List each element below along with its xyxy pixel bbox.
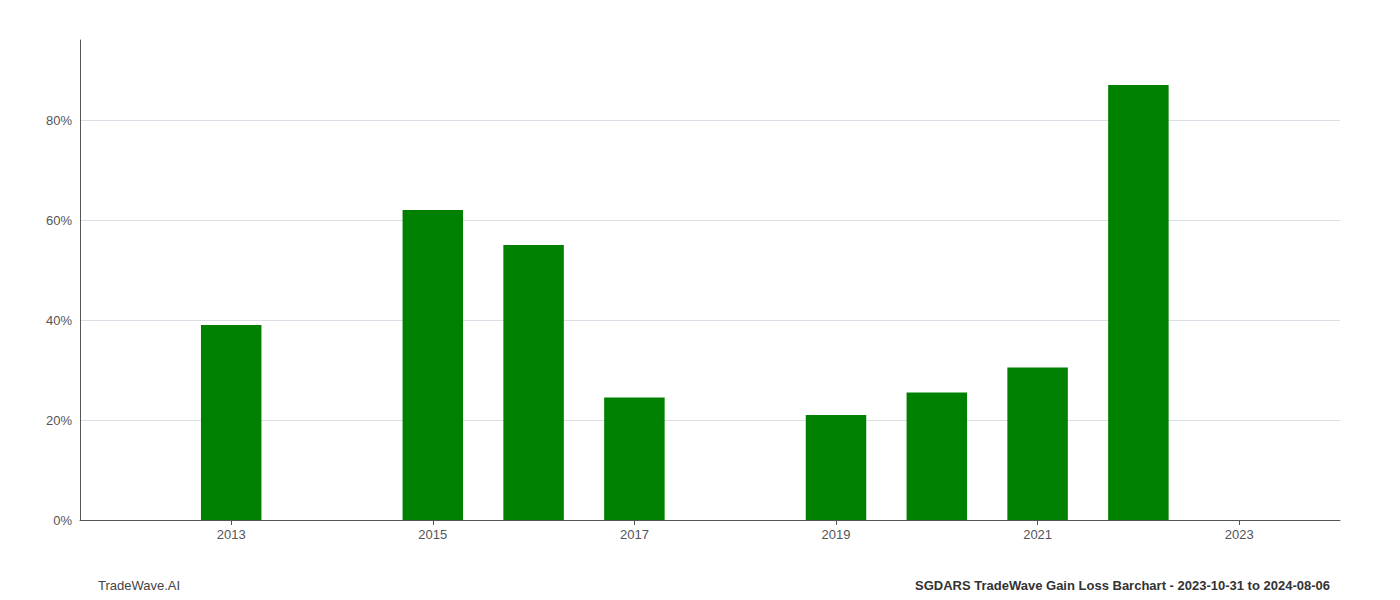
svg-text:SGDARS TradeWave Gain Loss Bar: SGDARS TradeWave Gain Loss Barchart - 20… bbox=[915, 578, 1330, 593]
svg-text:60%: 60% bbox=[46, 213, 72, 228]
svg-text:80%: 80% bbox=[46, 113, 72, 128]
svg-text:40%: 40% bbox=[46, 313, 72, 328]
svg-text:2015: 2015 bbox=[418, 527, 447, 542]
svg-text:TradeWave.AI: TradeWave.AI bbox=[98, 578, 180, 593]
svg-text:2013: 2013 bbox=[217, 527, 246, 542]
svg-text:2021: 2021 bbox=[1023, 527, 1052, 542]
svg-text:0%: 0% bbox=[53, 513, 72, 528]
svg-text:2017: 2017 bbox=[620, 527, 649, 542]
svg-text:2019: 2019 bbox=[822, 527, 851, 542]
svg-text:20%: 20% bbox=[46, 413, 72, 428]
svg-text:2023: 2023 bbox=[1225, 527, 1254, 542]
